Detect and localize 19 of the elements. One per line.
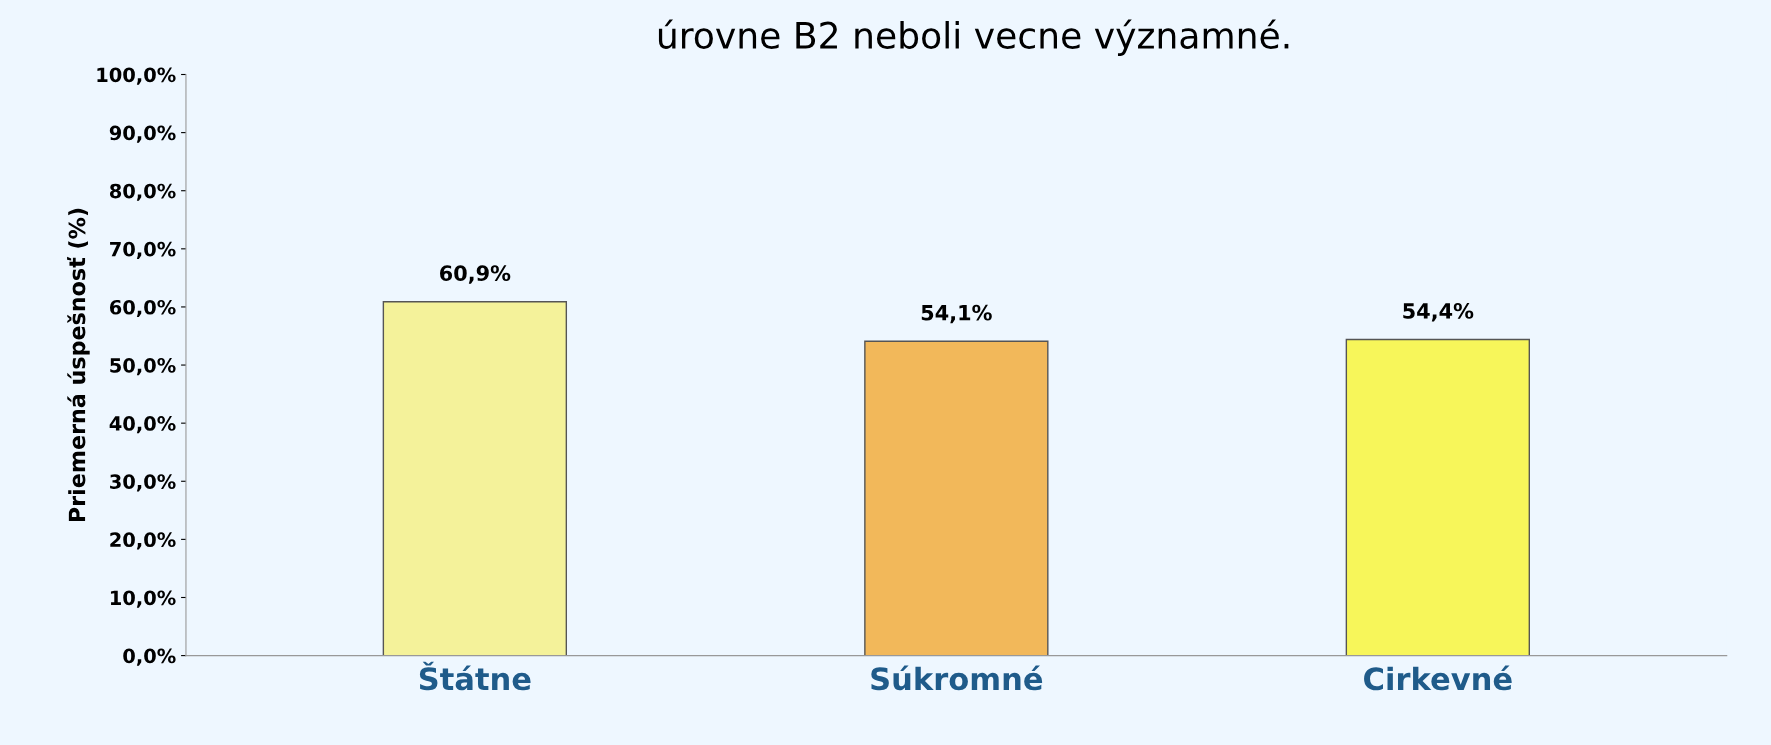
x-tick-label: Štátne bbox=[419, 661, 531, 691]
x-tick-label: Súkromné bbox=[871, 665, 1043, 691]
y-tick-label: 70,0% bbox=[110, 241, 176, 259]
y-tick-label: 50,0% bbox=[110, 358, 176, 376]
y-axis-title: Priemerná úspešnosť (%) bbox=[67, 208, 90, 522]
chart-title: úrovne B2 neboli vecne významné. bbox=[658, 19, 1289, 56]
data-label: 60,9% bbox=[440, 265, 511, 284]
y-tick-label: 80,0% bbox=[109, 183, 176, 201]
y-tick-label: 40,0% bbox=[109, 416, 176, 434]
data-label: 54,1% bbox=[921, 304, 992, 324]
y-tick-label: 10,0% bbox=[110, 590, 176, 608]
y-tick-label: 60,0% bbox=[109, 299, 176, 318]
y-tick-label: 20,0% bbox=[110, 532, 176, 550]
y-tick-label: 0,0% bbox=[123, 648, 176, 666]
y-tick-label: 90,0% bbox=[109, 125, 176, 143]
y-tick-label: 30,0% bbox=[110, 474, 176, 492]
data-label: 54,4% bbox=[1403, 303, 1474, 322]
y-tick-label: 100,0% bbox=[97, 67, 176, 85]
x-tick-label: Cirkevné bbox=[1364, 665, 1512, 691]
